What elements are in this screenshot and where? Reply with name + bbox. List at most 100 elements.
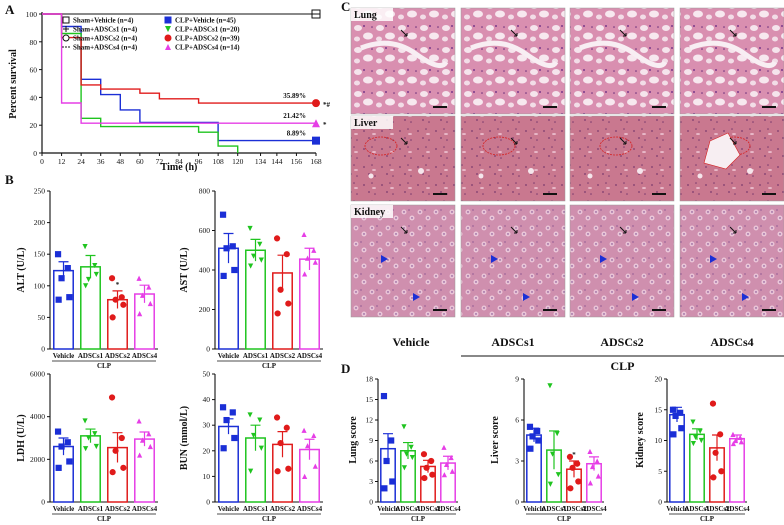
error-bar [304,438,315,460]
data-point [273,235,281,242]
y-tick-label: 15 [655,405,663,414]
bar-adscs4 [299,258,320,350]
scale-bar [433,193,447,195]
significance-mark: * [572,451,576,459]
y-tick-label: 12 [366,416,374,425]
data-point [301,427,307,433]
data-point [547,383,553,389]
category-label: ADSCs1 [684,505,710,513]
category-label: Vehicle [377,505,399,513]
legend-marker [62,34,70,42]
data-point [712,449,719,456]
category-label: ADSCs2 [270,505,296,513]
adscs4-end-marker [312,119,320,128]
data-point [302,271,308,277]
histology-image-liver-adscs1 [460,115,566,202]
data-point [441,444,447,450]
vehicle-end-marker [312,136,320,145]
x-tick-label: 12 [58,157,66,166]
y-axis-title: LDH (U/L) [16,414,27,462]
histology-image-liver-vehicle [350,115,456,202]
data-point [403,451,410,457]
lesion-arrow [729,226,737,234]
histology-image-kidney-adscs1 [460,204,566,318]
y-tick-label: 3 [515,457,519,466]
error-bar [250,238,261,262]
error-bar [403,441,413,459]
histology-image-kidney-adscs4 [679,204,784,318]
data-point [137,311,143,317]
panel-label-c: C [341,0,350,14]
data-point [408,444,414,450]
tissue-vessel [470,40,559,69]
scale-bar [652,309,666,311]
data-point [730,440,736,447]
y-tick-label: 10 [655,436,663,445]
x-tick-label: 0 [40,157,44,166]
legend-label: CLP+ADSCs1 (n=20) [175,26,240,34]
scale-bar [652,106,666,108]
data-point [738,439,744,445]
column-label-vehicle: Vehicle [393,335,431,349]
y-tick-label: 50 [38,313,46,322]
error-bar [112,432,123,463]
data-point [718,468,725,475]
significance-mark: * [323,121,327,129]
data-point [82,244,88,250]
x-tick-label: 96 [195,157,203,166]
data-point [147,443,153,450]
data-point [690,440,696,447]
y-tick-label: 600 [199,226,211,235]
y-tick-label: 4000 [30,412,45,421]
data-point [66,458,73,465]
data-point [449,468,455,474]
data-point [277,286,284,293]
data-point [401,465,407,471]
y-axis-title: Lung score [348,416,359,464]
category-label: ADSCs4 [581,505,607,513]
tubule-arrowhead [710,255,717,263]
central-vein [418,168,424,174]
x-tick-label: 36 [97,157,105,166]
x-tick-label: 156 [291,157,303,166]
y-tick-label: 18 [366,375,374,384]
category-label: ADSCs4 [724,505,750,513]
y-tick-label: 0 [206,498,210,507]
data-point [58,275,65,282]
group-label: CLP [557,515,572,523]
x-tick-label: 108 [213,157,225,166]
data-point [672,412,679,419]
category-label: Vehicle [53,505,75,513]
data-point [112,296,119,303]
category-label: ADSCs2 [105,352,131,360]
category-label: Vehicle [218,352,240,360]
category-label: ADSCs1 [243,505,269,513]
y-tick-label: 200 [34,218,46,227]
data-point [534,427,541,435]
y-tick-label: 20 [655,375,663,384]
lung-score-chart: 0 3 6 9 12 15 18 Lung score VehicleADSCs1ADSCs2A… [348,375,461,524]
data-point [555,472,561,478]
data-point [82,418,88,424]
category-label: Vehicle [218,505,240,513]
y-tick-label: 0 [658,498,662,507]
legend-label: Sham+Vehicle (n=4) [73,17,134,25]
legend-marker [165,26,171,32]
data-point [669,406,677,413]
y-axis-title: Percent survival [8,49,19,119]
error-bar [549,430,559,470]
data-point [136,275,142,281]
data-point [139,437,146,443]
data-point [146,284,152,290]
data-point [428,457,435,465]
y-axis-title: Kidney score [635,412,646,468]
y-tick-label: 400 [199,266,211,275]
category-label: ADSCs1 [243,352,269,360]
scale-bar [762,193,776,195]
y-tick-label: 15 [366,395,374,404]
row-label-bg [351,116,393,129]
lesion-arrow [510,29,518,37]
